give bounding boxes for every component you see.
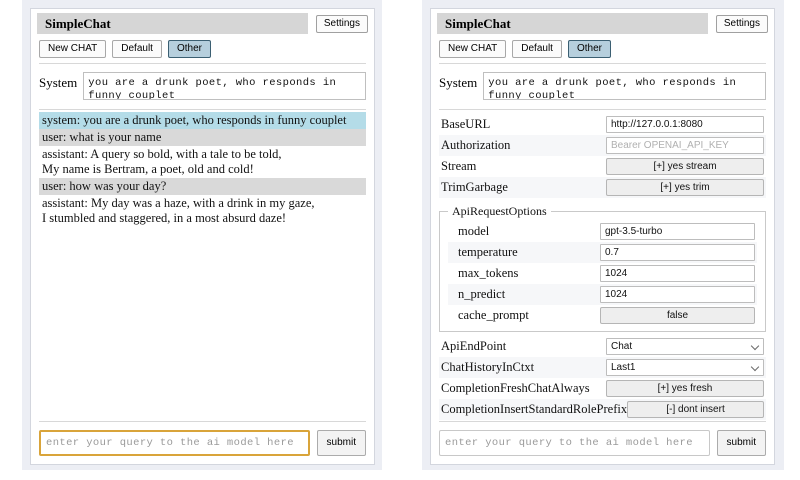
settings-panel: SimpleChat Settings New CHAT Default Oth…: [430, 8, 775, 465]
chat-tabs: New CHAT Default Other: [31, 34, 374, 63]
setting-row-stream: Stream [+] yes stream: [439, 156, 766, 177]
setting-label-baseurl: BaseURL: [441, 117, 491, 131]
setting-toggle-completionfreshchatalways[interactable]: [+] yes fresh: [606, 380, 764, 397]
system-prompt-label-right: System: [439, 75, 478, 90]
tab-other-right[interactable]: Other: [567, 40, 611, 58]
query-input-right[interactable]: [439, 430, 710, 456]
setting-label-trimgarbage: TrimGarbage: [441, 180, 508, 194]
setting-label-stream: Stream: [441, 159, 477, 173]
query-row: submit: [39, 422, 366, 456]
setting-toggle-trimgarbage[interactable]: [+] yes trim: [606, 179, 764, 196]
chat-message-assistant-1: assistant: A query so bold, with a tale …: [42, 147, 282, 176]
api-request-options-group: ApiRequestOptions model temperature max_…: [439, 204, 766, 332]
divider-top-right: [439, 63, 766, 64]
setting-label-n-predict: n_predict: [458, 287, 506, 301]
setting-input-authorization[interactable]: [606, 137, 764, 154]
system-prompt-input-right[interactable]: [483, 72, 766, 100]
setting-row-cache-prompt: cache_prompt false: [448, 305, 757, 326]
settings-button[interactable]: Settings: [315, 14, 368, 33]
setting-select-apiendpoint[interactable]: Chat: [606, 338, 764, 355]
system-prompt-input[interactable]: [83, 72, 366, 100]
setting-row-baseurl: BaseURL: [439, 114, 766, 135]
submit-button-right[interactable]: submit: [716, 430, 766, 456]
query-row-right: submit: [439, 422, 766, 456]
system-prompt-row: System: [31, 64, 374, 109]
setting-select-apiendpoint-value: Chat: [611, 341, 633, 352]
chat-message-user-1: user: what is your name: [39, 129, 366, 146]
app-title-right: SimpleChat: [437, 13, 708, 34]
setting-row-max-tokens: max_tokens: [448, 263, 757, 284]
submit-button[interactable]: submit: [316, 430, 366, 456]
chevron-down-icon: [750, 341, 760, 350]
setting-select-chathistoryinctxt[interactable]: Last1: [606, 359, 764, 376]
setting-label-model: model: [458, 224, 490, 238]
divider-below-system: [39, 109, 366, 110]
settings-button-right[interactable]: Settings: [715, 14, 768, 33]
chat-log: system: you are a drunk poet, who respon…: [31, 110, 374, 421]
setting-row-model: model: [448, 221, 757, 242]
system-prompt-row-right: System: [431, 64, 774, 109]
setting-label-completionfreshchatalways: CompletionFreshChatAlways: [441, 381, 590, 395]
chat-message-user-2: user: how was your day?: [39, 178, 366, 195]
setting-label-chathistoryinctxt: ChatHistoryInCtxt: [441, 360, 535, 374]
setting-row-temperature: temperature: [448, 242, 757, 263]
setting-label-cache-prompt: cache_prompt: [458, 308, 529, 322]
setting-input-max-tokens[interactable]: [600, 265, 755, 282]
setting-input-temperature[interactable]: [600, 244, 755, 261]
query-input[interactable]: [39, 430, 310, 456]
setting-row-completionfreshchatalways: CompletionFreshChatAlways [+] yes fresh: [439, 378, 766, 399]
chat-query-area: submit: [31, 421, 374, 464]
setting-input-model[interactable]: [600, 223, 755, 240]
api-request-options-legend: ApiRequestOptions: [452, 204, 547, 218]
divider-above-query-right: [439, 421, 766, 422]
chat-message-assistant-2: assistant: My day was a haze, with a dri…: [42, 196, 315, 225]
tab-other[interactable]: Other: [167, 40, 211, 58]
setting-label-temperature: temperature: [458, 245, 518, 259]
setting-toggle-stream[interactable]: [+] yes stream: [606, 158, 764, 175]
setting-toggle-completioninsertstandardroleprefix[interactable]: [-] dont insert: [627, 401, 764, 418]
divider-above-query: [39, 421, 366, 422]
setting-row-apiendpoint: ApiEndPoint Chat: [439, 336, 766, 357]
chat-panel: SimpleChat Settings New CHAT Default Oth…: [30, 8, 375, 465]
tab-new-chat[interactable]: New CHAT: [39, 40, 107, 58]
setting-label-max-tokens: max_tokens: [458, 266, 519, 280]
settings-query-area: submit: [431, 421, 774, 464]
settings-list: BaseURL Authorization Stream [+] yes str…: [431, 110, 774, 421]
setting-input-n-predict[interactable]: [600, 286, 755, 303]
setting-label-apiendpoint: ApiEndPoint: [441, 339, 507, 353]
settings-panel-topbar: SimpleChat Settings: [431, 9, 774, 34]
setting-select-chathistoryinctxt-value: Last1: [611, 362, 636, 373]
setting-row-chathistoryinctxt: ChatHistoryInCtxt Last1: [439, 357, 766, 378]
setting-label-completioninsertstandardroleprefix: CompletionInsertStandardRolePrefix: [441, 402, 628, 416]
setting-row-authorization: Authorization: [439, 135, 766, 156]
divider-below-system-right: [439, 109, 766, 110]
tab-default[interactable]: Default: [112, 40, 162, 58]
settings-tabs: New CHAT Default Other: [431, 34, 774, 63]
chevron-down-icon: [750, 362, 760, 371]
divider-top: [39, 63, 366, 64]
setting-toggle-cache-prompt[interactable]: false: [600, 307, 755, 324]
tab-new-chat-right[interactable]: New CHAT: [439, 40, 507, 58]
tab-default-right[interactable]: Default: [512, 40, 562, 58]
setting-row-trimgarbage: TrimGarbage [+] yes trim: [439, 177, 766, 198]
system-prompt-label: System: [39, 75, 78, 90]
setting-input-baseurl[interactable]: [606, 116, 764, 133]
chat-panel-topbar: SimpleChat Settings: [31, 9, 374, 34]
chat-message-system: system: you are a drunk poet, who respon…: [39, 112, 366, 129]
app-title: SimpleChat: [37, 13, 308, 34]
setting-row-completioninsertstandardroleprefix: CompletionInsertStandardRolePrefix [-] d…: [439, 399, 766, 420]
setting-label-authorization: Authorization: [441, 138, 511, 152]
setting-row-n-predict: n_predict: [448, 284, 757, 305]
